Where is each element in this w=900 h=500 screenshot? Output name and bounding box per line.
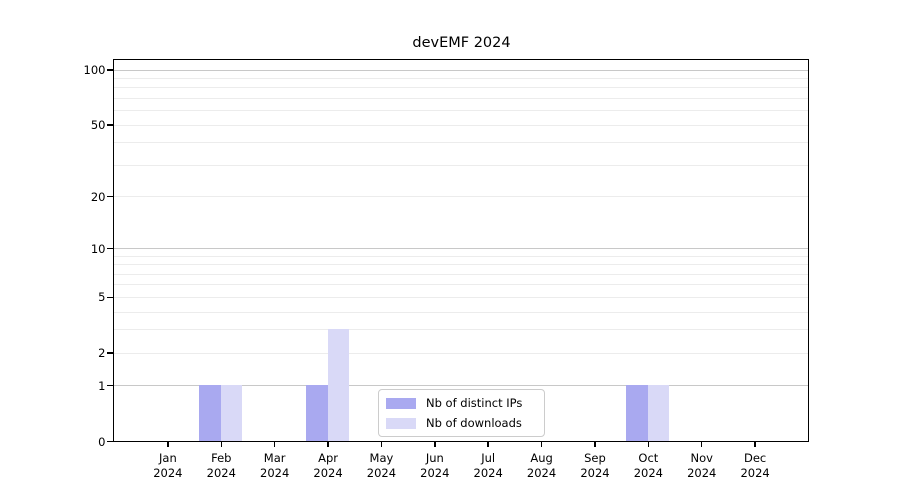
y-tick-label: 2 (98, 346, 106, 361)
x-tick-label-month: Mar (263, 450, 286, 465)
y-tick-label: 0 (98, 434, 106, 449)
minor-gridline (114, 352, 808, 354)
minor-gridline (114, 273, 808, 275)
x-tick-label: Jun 2024 (395, 451, 475, 482)
bar-nb-of-downloads-apr (327, 329, 349, 441)
minor-gridline (114, 329, 808, 331)
x-tick-label: May 2024 (341, 451, 421, 482)
x-tick-label-month: Feb (211, 450, 232, 465)
y-tick (106, 384, 113, 387)
y-tick (106, 247, 113, 250)
minor-gridline (114, 264, 808, 266)
minor-gridline (114, 124, 808, 126)
legend-item-distinct-ips: Nb of distinct IPs (386, 396, 544, 410)
x-tick (487, 441, 489, 447)
x-tick-label-month: Dec (743, 450, 767, 465)
x-tick (167, 441, 169, 447)
x-tick-label-month: Aug (530, 450, 553, 465)
x-tick-label: Mar 2024 (235, 451, 315, 482)
y-tick-label: 20 (90, 189, 106, 204)
x-tick-label-year: 2024 (366, 466, 397, 480)
x-tick (434, 441, 436, 447)
x-tick-label-year: 2024 (633, 466, 663, 480)
minor-gridline (114, 87, 808, 89)
legend-swatch-downloads (386, 417, 416, 429)
y-tick (106, 124, 113, 126)
x-tick-label-year: 2024 (526, 466, 557, 480)
y-tick-label: 1 (98, 378, 106, 393)
major-gridline (114, 69, 808, 71)
x-tick-label: Jul 2024 (448, 451, 528, 482)
x-tick-label-year: 2024 (206, 466, 236, 480)
minor-gridline (114, 196, 808, 198)
x-tick-label-year: 2024 (473, 466, 503, 480)
y-tick (106, 69, 113, 71)
x-tick-label-year: 2024 (580, 466, 610, 480)
bar-nb-of-distinct-ips-feb (199, 385, 221, 441)
x-tick-label: Aug 2024 (502, 451, 582, 482)
x-tick-label: Dec 2024 (715, 451, 795, 482)
x-tick-label-month: Jul (481, 450, 496, 465)
x-tick-label-year: 2024 (687, 466, 717, 480)
minor-gridline (114, 284, 808, 286)
bar-nb-of-distinct-ips-oct (626, 385, 648, 441)
x-tick (380, 441, 383, 447)
y-tick-label: 100 (83, 63, 106, 78)
x-tick (327, 441, 329, 447)
y-tick-label: 50 (90, 118, 106, 133)
legend: Nb of distinct IPs Nb of downloads (378, 389, 545, 437)
minor-gridline (114, 98, 808, 100)
x-tick-label: Oct 2024 (608, 451, 688, 482)
bar-nb-of-downloads-feb (220, 385, 243, 441)
x-tick (273, 441, 276, 447)
x-tick (647, 441, 650, 447)
minor-gridline (114, 255, 808, 257)
minor-gridline (114, 311, 808, 313)
x-tick-label-month: Jan (159, 450, 177, 465)
y-tick (106, 195, 113, 198)
y-tick-label: 10 (90, 241, 106, 256)
x-tick-label-month: Jun (425, 450, 444, 465)
x-tick (220, 441, 223, 447)
y-tick (106, 296, 113, 299)
x-tick-label-month: Apr (318, 450, 338, 465)
x-tick-label-month: May (369, 450, 394, 465)
bar-nb-of-downloads-oct (647, 385, 670, 441)
x-tick-label: Nov 2024 (662, 451, 742, 482)
x-tick-label-year: 2024 (260, 466, 290, 480)
bar-nb-of-distinct-ips-apr (306, 385, 328, 441)
x-tick-label-year: 2024 (420, 466, 450, 480)
legend-swatch-distinct-ips (386, 397, 416, 409)
x-tick (700, 441, 703, 447)
x-tick-label: Sep 2024 (555, 451, 635, 482)
x-tick-label-year: 2024 (313, 466, 343, 480)
legend-label-downloads: Nb of downloads (426, 416, 522, 430)
minor-gridline (114, 78, 808, 80)
major-gridline (114, 385, 808, 387)
plot-area (113, 59, 809, 442)
y-tick (106, 352, 113, 354)
minor-gridline (114, 142, 808, 144)
minor-gridline (114, 164, 808, 166)
y-tick-label: 5 (98, 290, 106, 305)
minor-gridline (114, 110, 808, 112)
x-tick-label-month: Nov (690, 450, 713, 465)
y-tick (106, 440, 113, 443)
chart-title: devEMF 2024 (412, 35, 511, 51)
major-gridline (114, 248, 808, 250)
legend-label-distinct-ips: Nb of distinct IPs (426, 396, 523, 410)
x-tick-label: Jan 2024 (128, 451, 208, 482)
x-tick (594, 441, 596, 447)
x-tick-label: Feb 2024 (181, 451, 261, 482)
x-tick-label-year: 2024 (740, 466, 770, 480)
x-tick-label: Apr 2024 (288, 451, 368, 482)
x-tick (540, 441, 543, 447)
legend-item-downloads: Nb of downloads (386, 416, 544, 430)
x-tick-label-month: Oct (638, 450, 659, 465)
x-tick (754, 441, 756, 447)
x-tick-label-month: Sep (584, 450, 606, 465)
x-tick-label-year: 2024 (153, 466, 183, 480)
minor-gridline (114, 296, 808, 298)
